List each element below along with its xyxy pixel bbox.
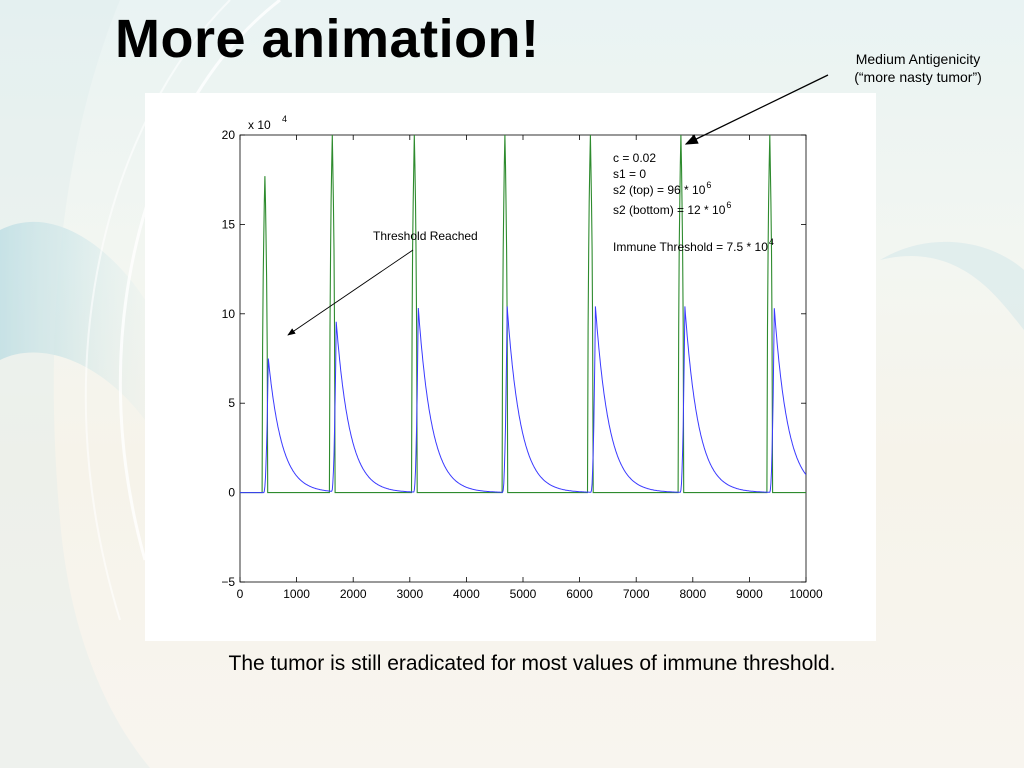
x-tick-label: 2000 (340, 587, 367, 601)
antigenicity-annotation: Medium Antigenicity (“more nasty tumor”) (828, 50, 1008, 86)
series-green-line (240, 135, 806, 494)
x-tick-label: 3000 (396, 587, 423, 601)
annotation-line-1: Medium Antigenicity (855, 51, 981, 67)
labels-layer: 0 1000 2000 3000 4000 5000 6000 7000 8000 9000 100… (221, 114, 823, 601)
x-tick-label: 5000 (510, 587, 537, 601)
slide-title: More animation! (115, 9, 540, 69)
x-tick-label: 8000 (679, 587, 706, 601)
series-layer (240, 135, 806, 494)
annotation-line-2: (“more nasty tumor”) (854, 69, 982, 85)
x-tick-label: 0 (237, 587, 244, 601)
y-tick-label: 5 (228, 396, 235, 410)
param-label: s2 (bottom) = 12 * 10 (613, 203, 726, 217)
y-multiplier-exponent: 4 (282, 114, 287, 124)
y-tick-label: 20 (222, 128, 236, 142)
threshold-reached-label: Threshold Reached (373, 229, 478, 243)
x-tick-label: 1000 (283, 587, 310, 601)
x-tick-label: 7000 (623, 587, 650, 601)
param-exponent: 6 (706, 180, 711, 190)
param-label: s2 (top) = 96 * 10 (613, 183, 706, 197)
caption-text: The tumor is still eradicated for most v… (228, 652, 836, 675)
slide-caption: The tumor is still eradicated for most v… (0, 652, 1024, 676)
line-chart: 0 1000 2000 3000 4000 5000 6000 7000 8000 9000 100… (221, 114, 823, 601)
x-tick-label: 9000 (736, 587, 763, 601)
param-exponent: 4 (769, 237, 774, 247)
y-tick-label: 0 (228, 486, 235, 500)
param-label: c = 0.02 (613, 151, 656, 165)
x-tick-label: 4000 (453, 587, 480, 601)
param-label: s1 = 0 (613, 167, 646, 181)
y-tick-label: 10 (222, 307, 236, 321)
x-tick-label: 6000 (566, 587, 593, 601)
series-blue-line (240, 306, 806, 494)
x-tick-label: 10000 (789, 587, 823, 601)
threshold-arrow (287, 249, 414, 336)
y-tick-label: 15 (222, 217, 236, 231)
param-label: Immune Threshold = 7.5 * 10 (613, 240, 768, 254)
param-exponent: 6 (726, 200, 731, 210)
y-tick-label: −5 (221, 575, 235, 589)
y-multiplier-label: x 10 (248, 118, 271, 132)
plot-panel: 0 1000 2000 3000 4000 5000 6000 7000 8000 9000 100… (145, 93, 876, 641)
